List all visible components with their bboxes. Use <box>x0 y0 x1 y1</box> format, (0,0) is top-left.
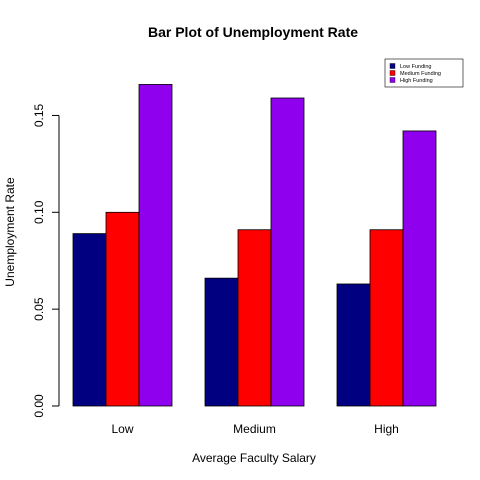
bars-group <box>72 84 437 407</box>
legend-label: Low Funding <box>400 64 432 70</box>
x-tick-label: Low <box>111 422 133 436</box>
y-tick-label: 0.00 <box>32 394 46 418</box>
y-tick-label: 0.05 <box>32 297 46 321</box>
legend-label: High Funding <box>400 78 433 84</box>
bar-low-medium-funding <box>105 211 140 407</box>
legend-swatch <box>389 70 396 76</box>
x-axis-label: Average Faculty Salary <box>192 451 316 465</box>
chart-title: Bar Plot of Unemployment Rate <box>148 24 358 40</box>
bar-low-low-funding <box>72 233 107 407</box>
x-tick-label: High <box>374 422 399 436</box>
y-tick-label: 0.15 <box>32 103 46 127</box>
bar-high-high-funding <box>402 130 437 407</box>
bar-medium-low-funding <box>204 277 239 407</box>
legend-swatch <box>389 63 396 69</box>
bar-medium-high-funding <box>270 97 305 407</box>
bar-high-medium-funding <box>369 229 404 407</box>
x-tick-labels: Low Medium High <box>111 422 398 436</box>
legend-label: Medium Funding <box>400 71 441 77</box>
bar-low-high-funding <box>138 84 173 407</box>
legend-swatch <box>389 77 396 83</box>
legend-box <box>384 58 464 88</box>
y-tick-label: 0.10 <box>32 200 46 224</box>
y-axis: 0.00 0.05 0.10 0.15 <box>32 103 60 418</box>
x-tick-label: Medium <box>233 422 276 436</box>
bar-medium-medium-funding <box>237 229 272 407</box>
y-axis-label: Unemployment Rate <box>3 177 17 287</box>
bar-high-low-funding <box>336 283 371 407</box>
